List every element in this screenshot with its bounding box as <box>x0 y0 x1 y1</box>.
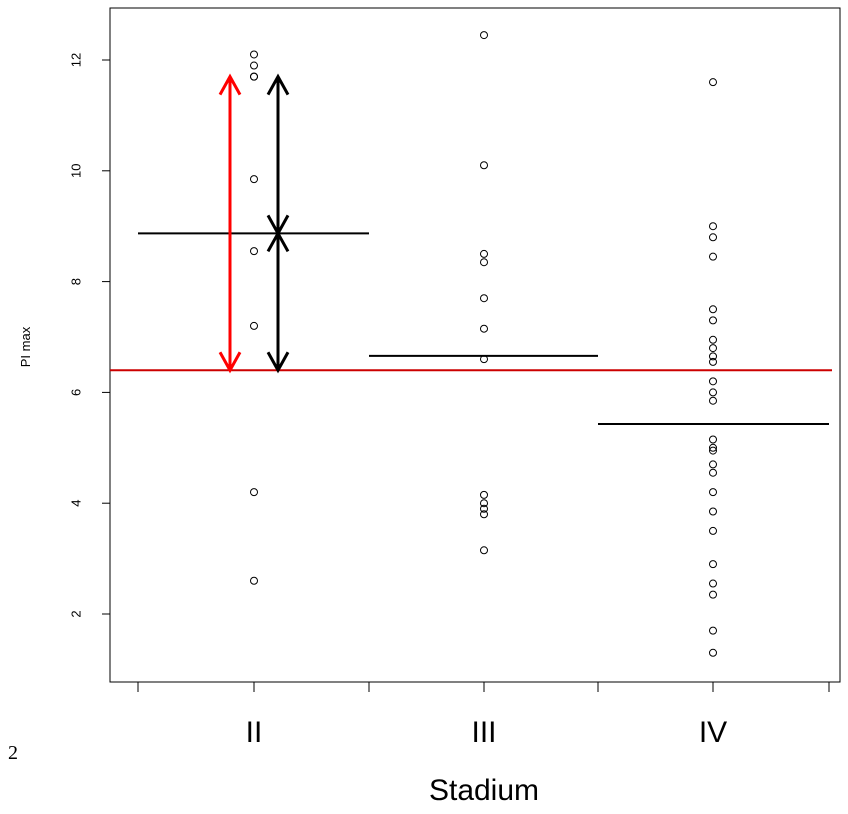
data-point <box>250 321 258 330</box>
y-tick-label: 10 <box>69 164 84 178</box>
data-point <box>480 504 488 513</box>
data-point <box>480 249 488 258</box>
data-point <box>480 258 488 267</box>
data-point <box>480 294 488 303</box>
data-point <box>250 61 258 70</box>
data-point <box>709 468 717 477</box>
plot-frame <box>109 7 841 683</box>
arrow-head-up <box>218 73 242 96</box>
arrow-head-down <box>218 351 242 374</box>
data-point <box>480 499 488 508</box>
data-point <box>709 377 717 386</box>
data-point <box>709 590 717 599</box>
data-point <box>480 355 488 364</box>
arrow-head-up <box>266 230 290 253</box>
x-axis-label: Stadium <box>429 774 539 807</box>
y-axis-label: PI max <box>18 326 33 367</box>
data-point <box>250 576 258 585</box>
arrow-head-down <box>266 351 290 374</box>
data-point <box>709 222 717 231</box>
data-point <box>709 344 717 353</box>
x-tick-label: IV <box>699 716 727 749</box>
y-tick-label: 8 <box>69 278 84 285</box>
data-point <box>709 488 717 497</box>
data-point <box>709 648 717 657</box>
data-point <box>250 247 258 256</box>
x-tick-label: II <box>246 716 263 749</box>
data-point <box>480 490 488 499</box>
data-point <box>709 305 717 314</box>
data-point <box>480 510 488 519</box>
data-point <box>709 357 717 366</box>
arrow-head-up <box>266 73 290 96</box>
y-tick-label: 12 <box>69 53 84 67</box>
data-point <box>709 443 717 452</box>
data-point <box>250 50 258 59</box>
data-point <box>709 352 717 361</box>
y-tick-label: 2 <box>69 610 84 617</box>
data-point <box>709 388 717 397</box>
data-point <box>709 396 717 405</box>
corner-mark: 2 <box>8 742 18 764</box>
data-point <box>250 72 258 81</box>
data-point <box>250 175 258 184</box>
data-point <box>709 435 717 444</box>
data-point <box>709 507 717 516</box>
data-point <box>480 161 488 170</box>
data-point <box>480 31 488 40</box>
data-point <box>250 488 258 497</box>
data-point <box>709 526 717 535</box>
data-point <box>709 626 717 635</box>
data-point <box>480 324 488 333</box>
data-point <box>709 460 717 469</box>
x-tick-label: III <box>471 716 496 749</box>
data-point <box>709 233 717 242</box>
data-point <box>709 446 717 455</box>
data-point <box>709 78 717 87</box>
data-point <box>709 560 717 569</box>
data-point <box>480 546 488 555</box>
y-tick-label: 4 <box>69 500 84 507</box>
data-point <box>709 335 717 344</box>
data-point <box>709 316 717 325</box>
data-point <box>709 579 717 588</box>
data-point <box>709 252 717 261</box>
y-tick-label: 6 <box>69 389 84 396</box>
